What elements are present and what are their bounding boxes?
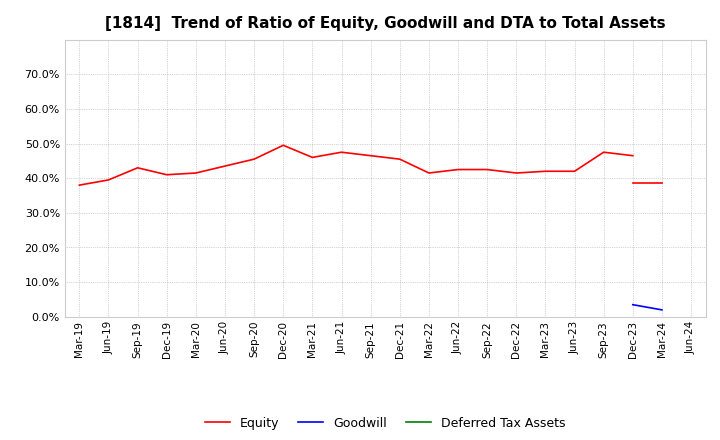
Equity bbox=[425, 170, 433, 176]
Legend: Equity, Goodwill, Deferred Tax Assets: Equity, Goodwill, Deferred Tax Assets bbox=[200, 412, 570, 435]
Equity bbox=[279, 143, 287, 148]
Equity bbox=[483, 167, 492, 172]
Title: [1814]  Trend of Ratio of Equity, Goodwill and DTA to Total Assets: [1814] Trend of Ratio of Equity, Goodwil… bbox=[105, 16, 665, 32]
Line: Goodwill: Goodwill bbox=[633, 304, 662, 310]
Equity bbox=[75, 183, 84, 188]
Equity bbox=[599, 150, 608, 155]
Goodwill bbox=[657, 307, 666, 312]
Equity bbox=[570, 169, 579, 174]
Equity bbox=[133, 165, 142, 170]
Equity bbox=[541, 169, 550, 174]
Equity bbox=[192, 170, 200, 176]
Equity bbox=[308, 155, 317, 160]
Equity bbox=[629, 153, 637, 158]
Equity bbox=[250, 157, 258, 162]
Equity bbox=[395, 157, 404, 162]
Equity bbox=[512, 170, 521, 176]
Line: Equity: Equity bbox=[79, 145, 633, 185]
Equity bbox=[163, 172, 171, 177]
Goodwill bbox=[629, 302, 637, 307]
Equity bbox=[220, 163, 229, 169]
Equity bbox=[337, 150, 346, 155]
Equity bbox=[104, 177, 113, 183]
Equity bbox=[454, 167, 462, 172]
Equity bbox=[366, 153, 375, 158]
